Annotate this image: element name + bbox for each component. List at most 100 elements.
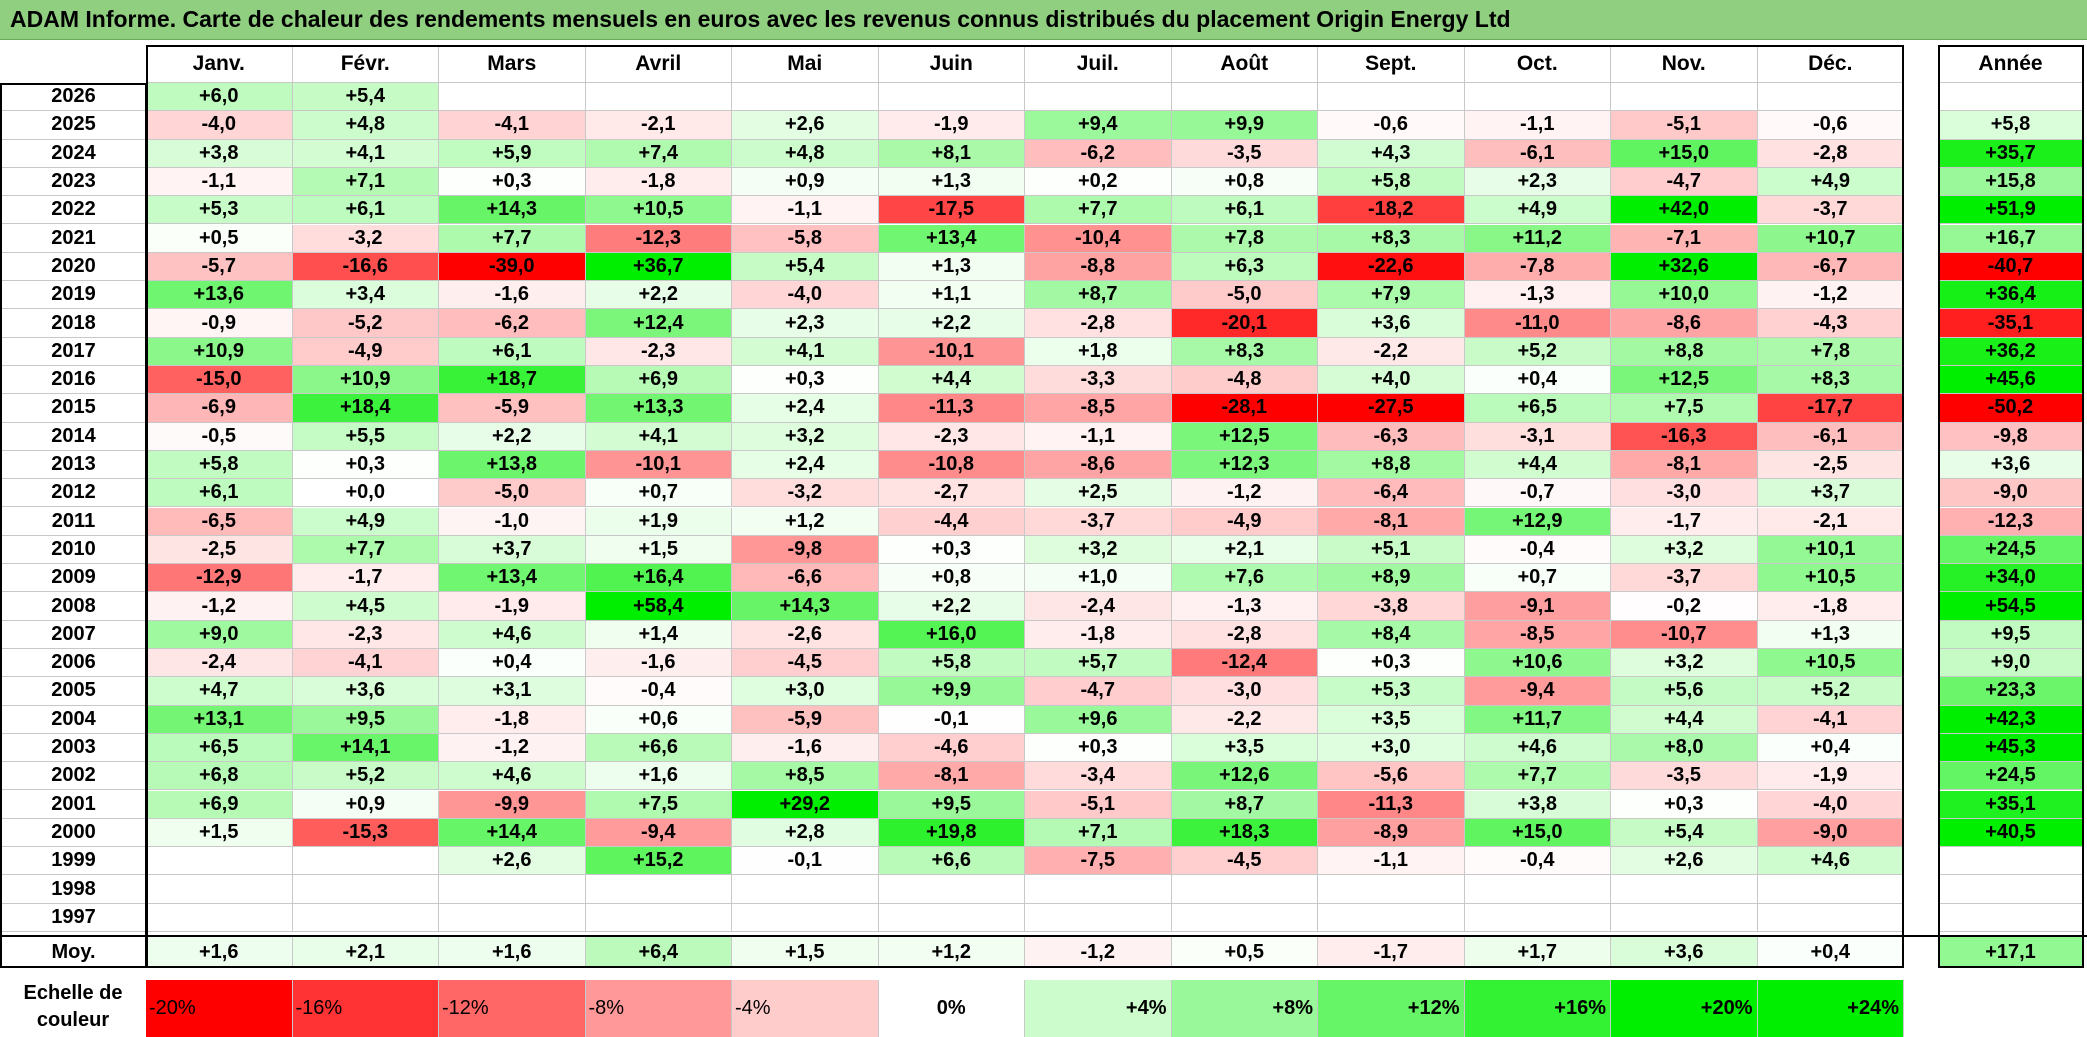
heatmap-cell: -4,0: [732, 281, 879, 310]
heatmap-cell: [585, 83, 732, 112]
heatmap-cell: +8,7: [1171, 790, 1318, 819]
heatmap-cell: -3,7: [1611, 564, 1758, 593]
annual-cell: -35,1: [1938, 309, 2084, 338]
month-header: Mars: [439, 45, 586, 83]
heatmap-cell: +3,7: [1757, 479, 1904, 508]
heatmap-cell: -0,5: [146, 422, 293, 451]
heatmap-cell: -2,8: [1171, 620, 1318, 649]
heatmap-cell: +2,2: [439, 422, 586, 451]
heatmap-cell: -9,0: [1757, 818, 1904, 848]
heatmap-cell: [1757, 875, 1904, 904]
heatmap-cell: +0,7: [585, 479, 732, 508]
heatmap-cell: -5,8: [732, 224, 879, 253]
row-year-label: 2013: [2, 450, 146, 480]
heatmap-cell: +11,2: [1464, 224, 1611, 253]
heatmap-cell: -1,9: [439, 592, 586, 621]
row-year-label: 2006: [2, 649, 146, 678]
heatmap-cell: +6,1: [292, 196, 439, 225]
heatmap-cell: -6,2: [1025, 139, 1172, 168]
row-year-label: 2026: [2, 83, 146, 112]
heatmap-cell: [1757, 83, 1904, 112]
heatmap-cell: +4,4: [1464, 450, 1611, 480]
heatmap-cell: +0,5: [146, 224, 293, 253]
annual-cell: [1938, 83, 2084, 112]
heatmap-cell: -3,5: [1611, 762, 1758, 791]
heatmap-cell: +8,8: [1318, 450, 1465, 480]
heatmap-cell: [1025, 83, 1172, 112]
annual-cell: +15,8: [1938, 167, 2084, 197]
heatmap-cell: [1318, 903, 1465, 932]
row-year-label: 2014: [2, 422, 146, 451]
heatmap-cell: -8,9: [1318, 818, 1465, 848]
heatmap-cell: +1,2: [732, 507, 879, 536]
heatmap-cell: +0,9: [292, 790, 439, 819]
heatmap-cell: -1,9: [1757, 762, 1904, 791]
heatmap-cell: -4,7: [1025, 677, 1172, 706]
heatmap-cell: [1318, 875, 1465, 904]
annual-cell: -50,2: [1938, 394, 2084, 423]
heatmap-cell: +0,8: [878, 564, 1025, 593]
heatmap-cell: +14,3: [732, 592, 879, 621]
heatmap-cell: +5,3: [1318, 677, 1465, 706]
heatmap-cell: +9,6: [1025, 705, 1172, 734]
heatmap-cell: +18,4: [292, 394, 439, 423]
heatmap-cell: +3,0: [1318, 733, 1465, 763]
heatmap-cell: +2,1: [1171, 535, 1318, 565]
heatmap-cell: +5,4: [292, 83, 439, 112]
heatmap-cell: -8,1: [878, 762, 1025, 791]
heatmap-cell: +14,3: [439, 196, 586, 225]
heatmap-cell: +8,7: [1025, 281, 1172, 310]
heatmap-cell: -3,2: [732, 479, 879, 508]
heatmap-cell: +6,1: [439, 337, 586, 366]
color-scale-step: -20%: [146, 980, 293, 1037]
row-year-label: 2022: [2, 196, 146, 225]
heatmap-cell: -1,2: [146, 592, 293, 621]
heatmap-cell: -20,1: [1171, 309, 1318, 338]
heatmap-cell: +12,3: [1171, 450, 1318, 480]
average-separator: [0, 935, 2087, 937]
color-scale-step: +12%: [1318, 980, 1465, 1037]
heatmap-cell: +4,8: [732, 139, 879, 168]
heatmap-cell: +2,2: [878, 309, 1025, 338]
heatmap-cell: +8,5: [732, 762, 879, 791]
heatmap-cell: -10,1: [878, 337, 1025, 366]
heatmap-cell: [1611, 875, 1758, 904]
annual-cell: -40,7: [1938, 252, 2084, 282]
heatmap-cell: -5,2: [292, 309, 439, 338]
heatmap-cell: +3,6: [292, 677, 439, 706]
heatmap-cell: [1464, 903, 1611, 932]
heatmap-cell: -1,8: [1025, 620, 1172, 649]
heatmap-cell: -8,1: [1611, 450, 1758, 480]
heatmap-cell: -5,0: [439, 479, 586, 508]
heatmap-cell: -0,6: [1318, 111, 1465, 140]
heatmap-cell: -28,1: [1171, 394, 1318, 423]
annual-cell: +36,4: [1938, 281, 2084, 310]
row-year-label: 2024: [2, 139, 146, 168]
row-year-label: 2003: [2, 733, 146, 763]
row-year-label: 2009: [2, 564, 146, 593]
annual-cell: +35,7: [1938, 139, 2084, 168]
heatmap-cell: -2,4: [1025, 592, 1172, 621]
heatmap-cell: +10,5: [1757, 649, 1904, 678]
heatmap-cell: +1,0: [1025, 564, 1172, 593]
heatmap-cell: +4,8: [292, 111, 439, 140]
heatmap-cell: -6,2: [439, 309, 586, 338]
heatmap-cell: +7,7: [292, 535, 439, 565]
heatmap-cell: +3,0: [732, 677, 879, 706]
heatmap-cell: +8,3: [1318, 224, 1465, 253]
heatmap-cell: +4,1: [732, 337, 879, 366]
heatmap-cell: +5,8: [146, 450, 293, 480]
color-scale-step: -8%: [585, 980, 732, 1037]
heatmap-cell: +3,8: [1464, 790, 1611, 819]
heatmap-cell: [439, 83, 586, 112]
heatmap-cell: -11,3: [1318, 790, 1465, 819]
heatmap-cell: +10,6: [1464, 649, 1611, 678]
heatmap-cell: -4,8: [1171, 366, 1318, 395]
heatmap-cell: -2,2: [1171, 705, 1318, 734]
average-cell: -1,2: [1025, 937, 1172, 968]
heatmap-cell: -10,1: [585, 450, 732, 480]
heatmap-cell: [732, 875, 879, 904]
heatmap-cell: -5,0: [1171, 281, 1318, 310]
average-cell: +1,5: [732, 937, 879, 968]
color-scale-label: Echelle de couleur: [23, 982, 123, 1031]
